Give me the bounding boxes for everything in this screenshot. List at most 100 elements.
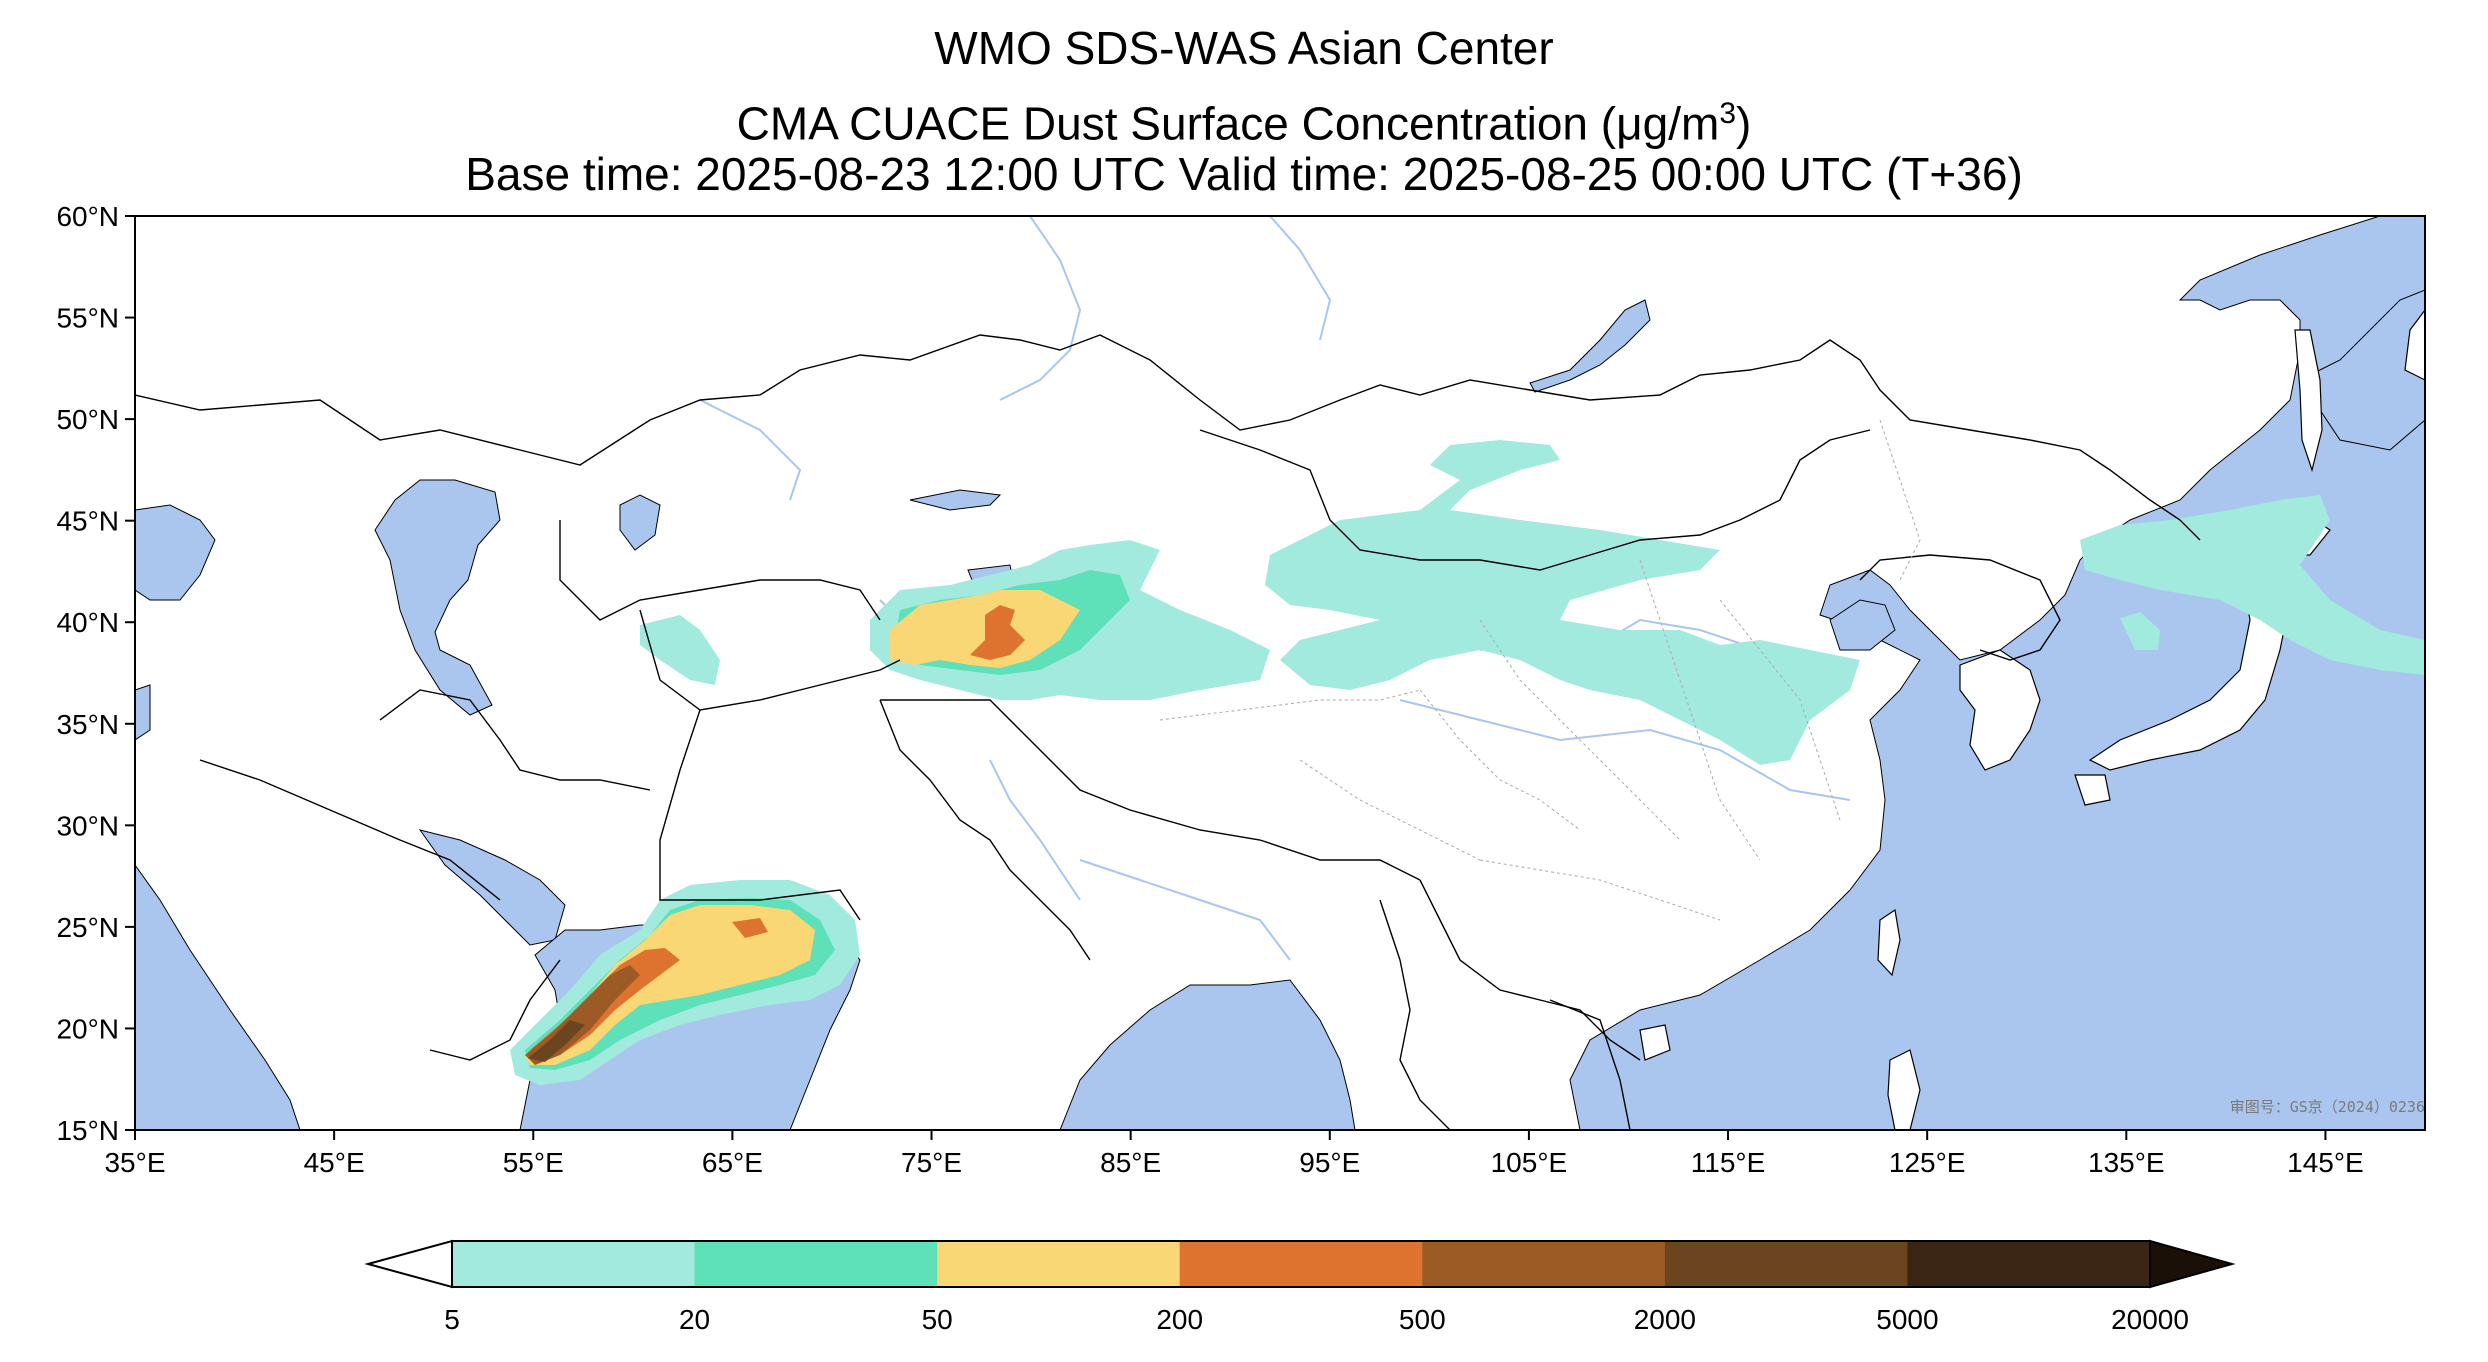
province-border-1 [1159, 689, 1421, 721]
latitude-axis: 60°N 55°N 50°N 45°N 40°N 35°N 30°N 25°N 20°N 15°N [56, 201, 135, 1146]
province-border-5 [1719, 599, 1841, 821]
border-saudi-north [199, 759, 501, 901]
islands [1639, 308, 2425, 1130]
border-mongolia-china [1199, 429, 1871, 571]
map-frame [134, 215, 2426, 1131]
colorbar-label: 20 [679, 1304, 710, 1335]
border-yemen-oman [429, 959, 561, 1061]
bohai-sea [1829, 599, 1896, 651]
colorbar-cell [1907, 1241, 2151, 1287]
province-border-2 [1419, 689, 1581, 831]
border-myanmar-thailand [1379, 899, 1451, 1130]
lon-tick-label: 55°E [503, 1147, 564, 1178]
lon-tick-label: 115°E [1691, 1147, 1766, 1178]
title-suffix: ) [1736, 97, 1752, 150]
colorbar: 5 20 50 200 500 2000 5000 20000 [364, 1239, 2236, 1335]
caspian-sea [374, 479, 501, 716]
mediterranean [135, 684, 151, 741]
map-area[interactable]: 审图号：GS京（2024）0236号 [135, 216, 2440, 1130]
lake-baikal [1529, 299, 1651, 393]
river-yenisei [1269, 216, 1332, 341]
lat-tick-label: 20°N [56, 1013, 119, 1044]
colorbar-extend-low [364, 1239, 453, 1289]
river-ural [699, 399, 802, 501]
border-china-india [880, 699, 1421, 881]
colorbar-cell [1664, 1241, 1908, 1287]
lat-tick-label: 55°N [56, 303, 119, 334]
lat-tick-label: 60°N [56, 201, 119, 232]
lat-tick-label: 30°N [56, 810, 119, 841]
lon-tick-label: 85°E [1100, 1147, 1161, 1178]
province-border-8 [1299, 759, 1481, 861]
longitude-axis: 35°E 45°E 55°E 65°E 75°E 85°E 95°E 105°E 115°E 12… [104, 1130, 2364, 1178]
colorbar-cell [937, 1241, 1181, 1287]
japan-kyushu [2074, 774, 2111, 806]
river-yangtze [1399, 699, 1851, 801]
map-title-line2: CMA CUACE Dust Surface Concentration (μg… [0, 88, 2488, 149]
title-unit-sup: 3 [1719, 97, 1736, 130]
dust-region-ne-china-sea-of-japan [2080, 495, 2425, 675]
lon-tick-label: 95°E [1299, 1147, 1360, 1178]
colorbar-label: 50 [922, 1304, 953, 1335]
colorbar-extend-high [2149, 1239, 2236, 1289]
kamchatka [2404, 308, 2425, 381]
province-border-4 [1639, 559, 1761, 861]
river-indus [989, 759, 1081, 901]
lat-tick-label: 45°N [56, 506, 119, 537]
red-sea [135, 864, 301, 1130]
lon-tick-label: 145°E [2287, 1147, 2364, 1178]
title-prefix: CMA CUACE Dust Surface Concentration ( [736, 97, 1617, 150]
lon-tick-label: 135°E [2088, 1147, 2165, 1178]
lake-balkhash [909, 489, 1002, 511]
border-china-korea [1859, 554, 2061, 661]
country-borders [135, 334, 2201, 1130]
colorbar-cell [452, 1241, 696, 1287]
dust-region-sea-of-japan-patch [2120, 612, 2160, 650]
river-irtysh [999, 216, 1082, 401]
province-border-3 [1479, 619, 1681, 841]
sakhalin [2294, 329, 2323, 473]
hainan [1639, 1024, 1671, 1061]
map-title-line1: WMO SDS-WAS Asian Center [934, 22, 1554, 74]
dust-region-arabian-200-500-patch [732, 918, 768, 938]
lon-tick-label: 35°E [104, 1147, 165, 1178]
lon-tick-label: 75°E [901, 1147, 962, 1178]
lat-tick-label: 15°N [56, 1115, 119, 1146]
black-sea [135, 504, 216, 601]
colorbar-label: 200 [1156, 1304, 1203, 1335]
border-iran-pakistan [659, 709, 861, 921]
colorbar-label: 2000 [1634, 1304, 1696, 1335]
map-approval-number: 审图号：GS京（2024）0236号 [2230, 1098, 2440, 1116]
river-ganges [1079, 859, 1291, 961]
dust-region-arabian-2000-5000 [528, 1020, 585, 1062]
title-unit: g/m [1642, 97, 1720, 150]
border-laos-vietnam [1549, 999, 1631, 1130]
colorbar-label: 5000 [1876, 1304, 1938, 1335]
taiwan [1877, 908, 1901, 977]
title-unit-mu: μ [1616, 97, 1643, 150]
colorbar-label: 20000 [2111, 1304, 2189, 1335]
border-turkmenistan [639, 609, 901, 711]
lon-tick-label: 65°E [702, 1147, 763, 1178]
border-kazakhstan-south [559, 520, 881, 621]
colorbar-label: 5 [444, 1304, 460, 1335]
colorbar-cell [1179, 1241, 1423, 1287]
dust-region-tarim-200-500 [970, 605, 1025, 660]
colorbar-labels: 5 20 50 200 500 2000 5000 20000 [444, 1304, 2189, 1335]
sea-of-okhotsk [2299, 289, 2425, 451]
luzon [1887, 1049, 1921, 1130]
colorbar-label: 500 [1399, 1304, 1446, 1335]
lat-tick-label: 40°N [56, 607, 119, 638]
province-border-7 [1479, 859, 1721, 921]
province-borders [1159, 419, 1921, 921]
colorbar-cell [1422, 1241, 1666, 1287]
province-border-6 [1879, 419, 1921, 581]
map-title-line3: Base time: 2025-08-23 12:00 UTC Valid ti… [465, 148, 2023, 200]
lat-tick-label: 35°N [56, 709, 119, 740]
aral-sea [619, 494, 661, 551]
lon-tick-label: 45°E [304, 1147, 365, 1178]
border-russia-south [135, 334, 2201, 541]
bay-of-bengal [1059, 979, 1356, 1130]
dust-concentration-contours [510, 440, 2425, 1085]
